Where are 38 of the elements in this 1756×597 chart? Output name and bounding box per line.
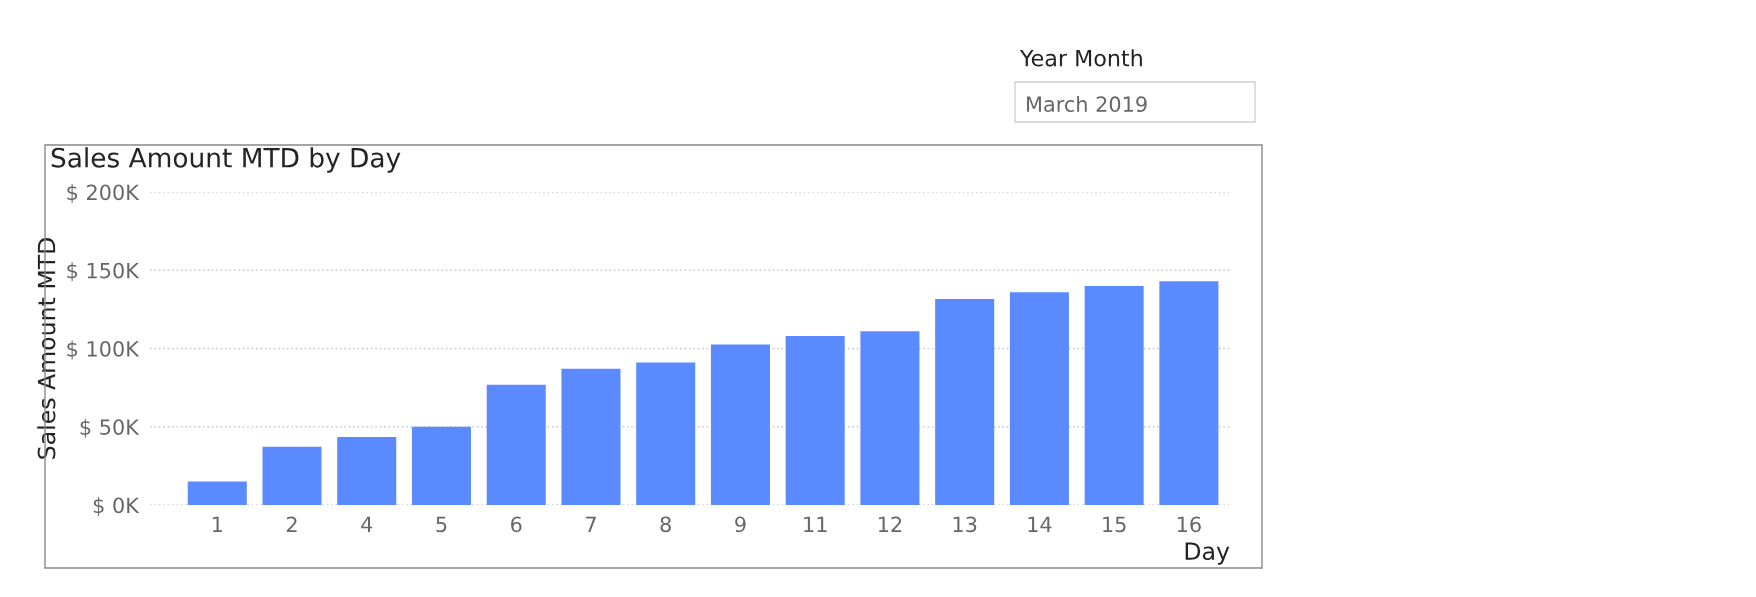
x-tick-label: 5 [436,516,447,533]
text: Year Month [1019,49,1142,67]
bar [337,437,397,505]
bar [1084,285,1144,505]
bar [785,335,845,505]
x-tick-label: 12 [878,516,902,532]
chart-title: Sales Amount MTD by Day [51,147,401,173]
bar [486,384,546,505]
y-tick-label: $ 50K [80,418,140,438]
x-tick-label: 4 [361,516,373,532]
bar [1159,281,1219,505]
bar [860,331,920,505]
x-tick-label: 13 [953,516,977,533]
x-axis-title: Day [1185,542,1230,565]
y-tick-label: $ 150K [67,262,140,282]
text: March 2019 [1027,95,1147,113]
x-tick-label: 7 [586,516,596,532]
x-tick-label: 11 [804,516,827,532]
y-tick-label: $ 100K [67,340,140,360]
y-axis-title: Sales Amount MTD [37,238,56,459]
y-tick-label: $ 200K [67,184,140,203]
x-tick-label: 2 [286,516,297,532]
x-tick-label: 16 [1177,516,1201,533]
bar [411,426,472,505]
x-tick-label: 1 [212,516,222,532]
bar [636,362,696,505]
x-tick-label: 9 [735,516,746,533]
bar [710,344,770,505]
bar [935,298,995,505]
bar [262,446,322,505]
x-tick-label: 15 [1103,516,1126,533]
x-tick-label: 8 [660,516,671,533]
bar [187,481,247,505]
y-tick-label: $ 0K [93,497,140,516]
bar [561,368,621,505]
x-tick-label: 6 [511,516,522,533]
bar [1009,292,1069,505]
x-tick-label: 14 [1028,516,1052,532]
